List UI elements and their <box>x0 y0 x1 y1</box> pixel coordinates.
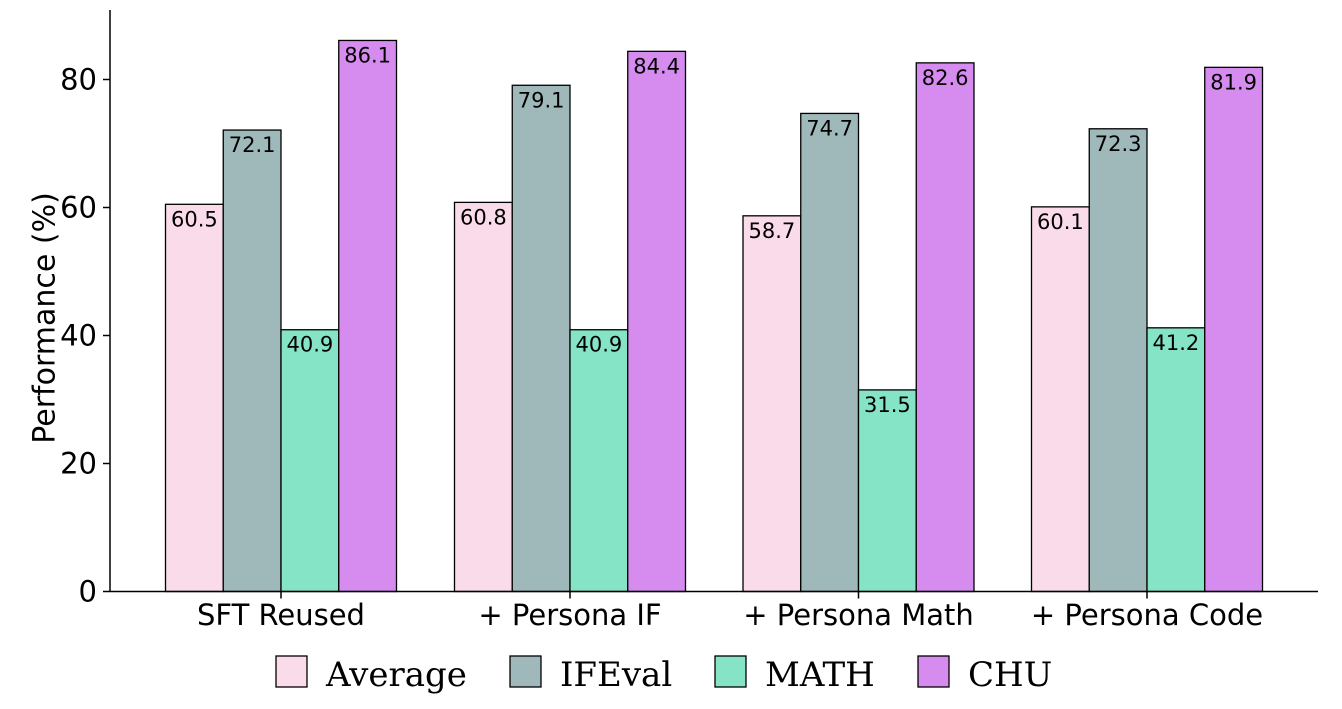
y-tick-label-0: 0 <box>79 575 97 609</box>
bar-ifeval-persona-math <box>800 112 860 593</box>
value-labels-group: 60.5 72.1 40.9 86.1 60.8 79.1 40.9 84.4 58.7 74.7… <box>171 43 1257 416</box>
value-label-ifeval-sft-reused: 72.1 <box>229 133 276 157</box>
legend-label-average: Average <box>325 655 467 695</box>
y-tick-label-40: 40 <box>60 319 97 353</box>
bar-average-persona-code <box>1030 206 1090 593</box>
legend-swatch-math <box>714 655 747 688</box>
y-tick-label-80: 80 <box>60 63 97 97</box>
legend-label-chu: CHU <box>968 655 1052 695</box>
value-label-average-persona-if: 60.8 <box>460 205 507 229</box>
axes-group <box>109 10 1318 593</box>
bar-ifeval-persona-if <box>511 84 571 593</box>
x-tick-label-persona-code: + Persona Code <box>1031 598 1263 632</box>
value-label-average-persona-code: 60.1 <box>1037 210 1084 234</box>
value-label-average-sft-reused: 60.5 <box>171 207 218 231</box>
value-label-math-persona-code: 41.2 <box>1152 331 1199 355</box>
value-label-chu-persona-math: 82.6 <box>922 66 969 90</box>
y-axis-label: Performance (%) <box>28 192 63 444</box>
legend-label-ifeval: IFEval <box>560 655 672 695</box>
x-tick-label-sft-reused: SFT Reused <box>197 598 365 632</box>
bar-chu-persona-code <box>1204 66 1264 593</box>
legend-swatch-ifeval <box>509 655 542 688</box>
bar-average-sft-reused <box>164 203 224 593</box>
x-tick-label-persona-math: + Persona Math <box>743 598 974 632</box>
value-label-math-persona-math: 31.5 <box>864 393 911 417</box>
bar-average-persona-math <box>742 215 802 593</box>
value-label-math-persona-if: 40.9 <box>575 333 622 357</box>
bar-math-persona-math <box>857 389 917 593</box>
value-label-ifeval-persona-math: 74.7 <box>806 116 853 140</box>
bar-ifeval-persona-code <box>1088 128 1148 593</box>
legend-swatch-chu <box>917 655 950 688</box>
legend: Average IFEval MATH CHU <box>275 655 1052 695</box>
x-tick-label-persona-if: + Persona IF <box>478 598 661 632</box>
value-label-chu-persona-if: 84.4 <box>633 54 680 78</box>
value-label-chu-persona-code: 81.9 <box>1210 70 1257 94</box>
legend-swatch-average <box>275 655 308 688</box>
bar-chu-persona-math <box>915 62 975 593</box>
legend-label-math: MATH <box>765 655 875 695</box>
bar-math-sft-reused <box>280 329 340 593</box>
y-ticks-group: 0 20 40 60 80 <box>60 63 110 609</box>
y-tick-label-60: 60 <box>60 191 97 225</box>
value-label-ifeval-persona-code: 72.3 <box>1095 132 1142 156</box>
y-tick-label-20: 20 <box>60 447 97 481</box>
bar-math-persona-code <box>1146 327 1206 593</box>
bar-chu-persona-if <box>627 50 687 593</box>
x-ticks-group: SFT Reused + Persona IF + Persona Math + Pe… <box>197 591 1263 632</box>
value-label-math-sft-reused: 40.9 <box>286 333 333 357</box>
value-label-chu-sft-reused: 86.1 <box>344 43 391 67</box>
value-label-ifeval-persona-if: 79.1 <box>518 88 565 112</box>
bar-chu-sft-reused <box>338 39 398 593</box>
bar-average-persona-if <box>453 201 513 593</box>
value-label-average-persona-math: 58.7 <box>748 219 795 243</box>
bars-group <box>164 39 1264 593</box>
bar-math-persona-if <box>569 329 629 593</box>
bar-ifeval-sft-reused <box>222 129 282 593</box>
